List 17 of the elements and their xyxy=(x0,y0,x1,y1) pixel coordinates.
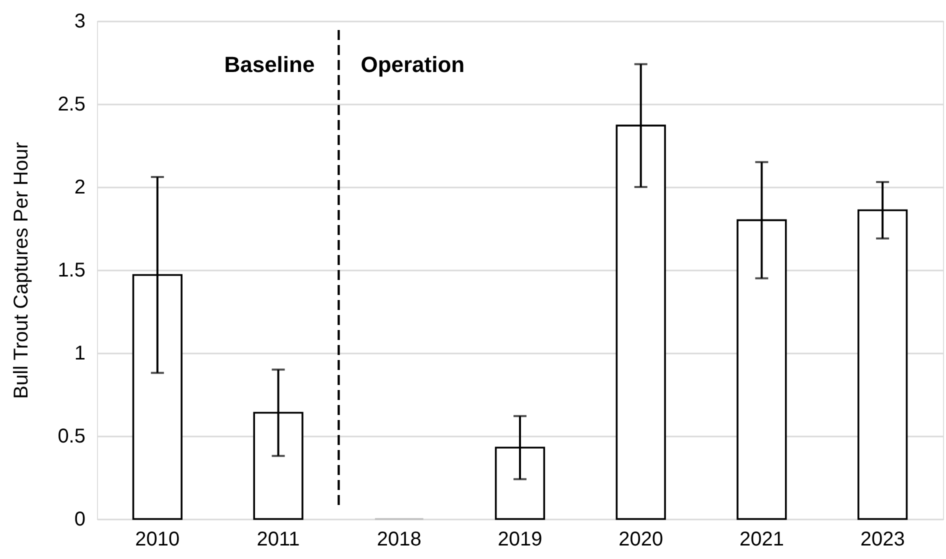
y-tick-label: 2 xyxy=(74,176,86,198)
x-tick-label: 2021 xyxy=(739,528,784,550)
x-tick-label: 2020 xyxy=(618,528,664,550)
annotation: Baseline xyxy=(224,52,315,77)
y-tick-label: 0.5 xyxy=(58,426,86,448)
x-tick-label: 2019 xyxy=(498,528,542,550)
x-tick-label: 2023 xyxy=(860,528,905,550)
y-tick-label: 1 xyxy=(74,342,86,364)
y-tick-label: 0 xyxy=(74,508,86,530)
y-tick-label: 3 xyxy=(74,10,86,32)
x-tick-label: 2011 xyxy=(256,528,300,550)
y-tick-label: 2.5 xyxy=(58,94,86,116)
x-tick-label: 2010 xyxy=(135,528,180,550)
y-tick-label: 1.5 xyxy=(58,260,86,282)
y-axis-title: Bull Trout Captures Per Hour xyxy=(10,142,33,399)
annotation: Operation xyxy=(360,52,465,77)
x-tick-label: 2018 xyxy=(376,528,422,550)
